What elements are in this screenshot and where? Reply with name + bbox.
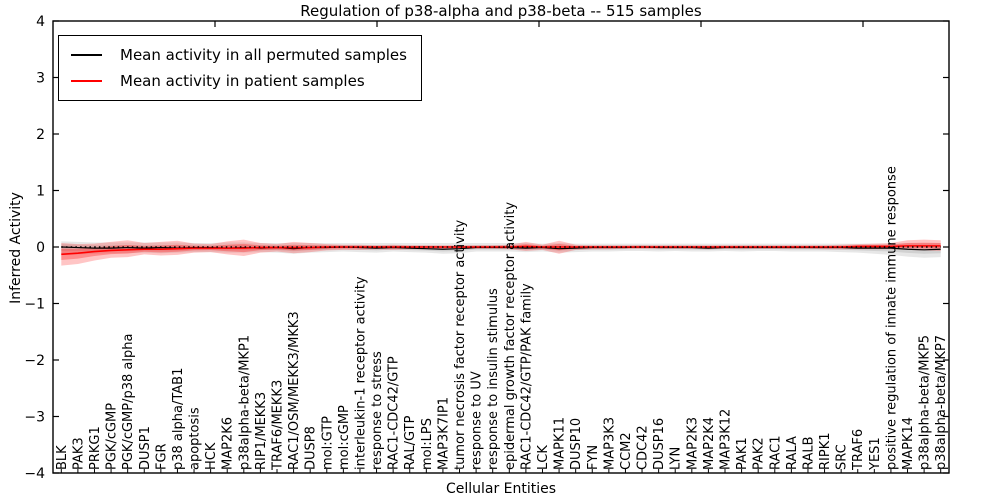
x-tick-label: apoptosis: [188, 407, 203, 470]
x-tick-label: FGR: [154, 443, 169, 470]
x-tick-label: response to stress: [370, 351, 385, 470]
legend-entry-permuted: Mean activity in all permuted samples: [71, 42, 407, 68]
x-tick-label: MAP3K7IP1: [436, 397, 451, 470]
y-tick-label: −1: [24, 296, 45, 312]
y-tick-label: 3: [36, 70, 45, 86]
x-tick-label: epidermal growth factor receptor activit…: [503, 202, 518, 470]
x-tick-label: DUSP1: [138, 426, 153, 470]
x-axis-label: Cellular Entities: [445, 481, 557, 497]
x-tick-label: p38alpha-beta/MKP7: [934, 335, 949, 470]
x-tick-label: TRAF6: [851, 429, 866, 471]
x-tick-label: response to insulin stimulus: [486, 288, 501, 470]
x-tick-label: PAK2: [752, 437, 767, 470]
x-tick-label: MAP2K6: [221, 417, 236, 470]
x-tick-label: MAP2K4: [702, 417, 717, 470]
x-tick-label: mol:LPS: [420, 418, 435, 470]
y-tick-label: 1: [36, 183, 45, 199]
chart-title: Regulation of p38-alpha and p38-beta -- …: [300, 2, 702, 20]
x-tick-label: RAC1: [768, 435, 783, 470]
x-tick-label: interleukin-1 receptor activity: [353, 276, 368, 470]
x-tick-label: p38alpha-beta/MKP5: [918, 335, 933, 470]
patient-line-swatch: [71, 80, 102, 82]
x-tick-label: DUSP16: [652, 418, 667, 470]
x-tick-label: PGK/cGMP: [105, 403, 120, 470]
x-tick-label: MAP3K3: [602, 417, 617, 470]
x-tick-label: CCM2: [619, 432, 634, 470]
x-tick-label: CDC42: [636, 425, 651, 470]
x-tick-label: PAK3: [71, 437, 86, 470]
x-tick-label: positive regulation of innate immune res…: [884, 166, 899, 470]
x-tick-label: PRKG1: [88, 426, 103, 470]
permuted-band-outer: [61, 241, 941, 258]
x-tick-label: RIP1/MEKK3: [254, 392, 269, 470]
x-tick-label: DUSP8: [304, 426, 319, 470]
x-tick-label: MAPK11: [553, 417, 568, 470]
x-tick-label: PGK/cGMP/p38 alpha: [121, 334, 136, 470]
x-tick-label: response to UV: [470, 371, 485, 470]
x-tick-label: mol:cGMP: [337, 405, 352, 470]
y-axis-label: Inferred Activity: [8, 192, 24, 304]
legend-label-patient: Mean activity in patient samples: [120, 72, 365, 90]
y-tick-label: 0: [36, 240, 45, 256]
y-tick-label: 4: [36, 14, 45, 30]
x-tick-label: RAC1/OSM/MEKK3/MKK3: [287, 311, 302, 470]
permuted-line-swatch: [71, 54, 102, 56]
x-tick-label: PAK1: [735, 437, 750, 470]
y-tick-label: 2: [36, 127, 45, 143]
x-tick-label: RAC1-CDC42/GTP: [387, 356, 402, 470]
x-tick-label: FYN: [586, 445, 601, 470]
x-tick-label: DUSP10: [569, 418, 584, 470]
x-tick-label: MAP2K3: [685, 417, 700, 470]
x-tick-label: p38 alpha/TAB1: [171, 368, 186, 470]
x-tick-label: RALA: [785, 436, 800, 470]
x-tick-label: SRC: [835, 444, 850, 470]
x-tick-label: MAP3K12: [719, 409, 734, 470]
x-tick-label: LCK: [536, 445, 551, 470]
x-tick-label: HCK: [204, 442, 219, 470]
x-tick-label: LYN: [669, 447, 684, 470]
x-tick-label: YES1: [868, 437, 883, 471]
patient-band-outer: [61, 239, 941, 266]
patient-mean-line: [61, 245, 941, 256]
x-tick-label: p38alpha-beta/MKP1: [237, 335, 252, 470]
x-tick-label: tumor necrosis factor receptor activity: [453, 219, 468, 470]
y-tick-label: −2: [24, 353, 45, 369]
x-tick-label: BLK: [55, 445, 70, 470]
y-tick-label: −3: [24, 409, 45, 425]
legend-label-permuted: Mean activity in all permuted samples: [120, 46, 407, 64]
x-tick-label: RAL/GTP: [403, 415, 418, 470]
x-tick-label: mol:GTP: [320, 416, 335, 470]
x-tick-label: RIPK1: [818, 432, 833, 470]
x-tick-label: RALB: [801, 436, 816, 470]
legend: Mean activity in all permuted samples Me…: [58, 35, 422, 101]
x-tick-label: TRAF6/MEKK3: [271, 380, 286, 471]
x-tick-label: RAC1-CDC42/GTP/PAK family: [519, 283, 534, 470]
x-tick-label: MAPK14: [901, 417, 916, 470]
y-tick-label: −4: [24, 466, 45, 482]
legend-entry-patient: Mean activity in patient samples: [71, 68, 407, 94]
